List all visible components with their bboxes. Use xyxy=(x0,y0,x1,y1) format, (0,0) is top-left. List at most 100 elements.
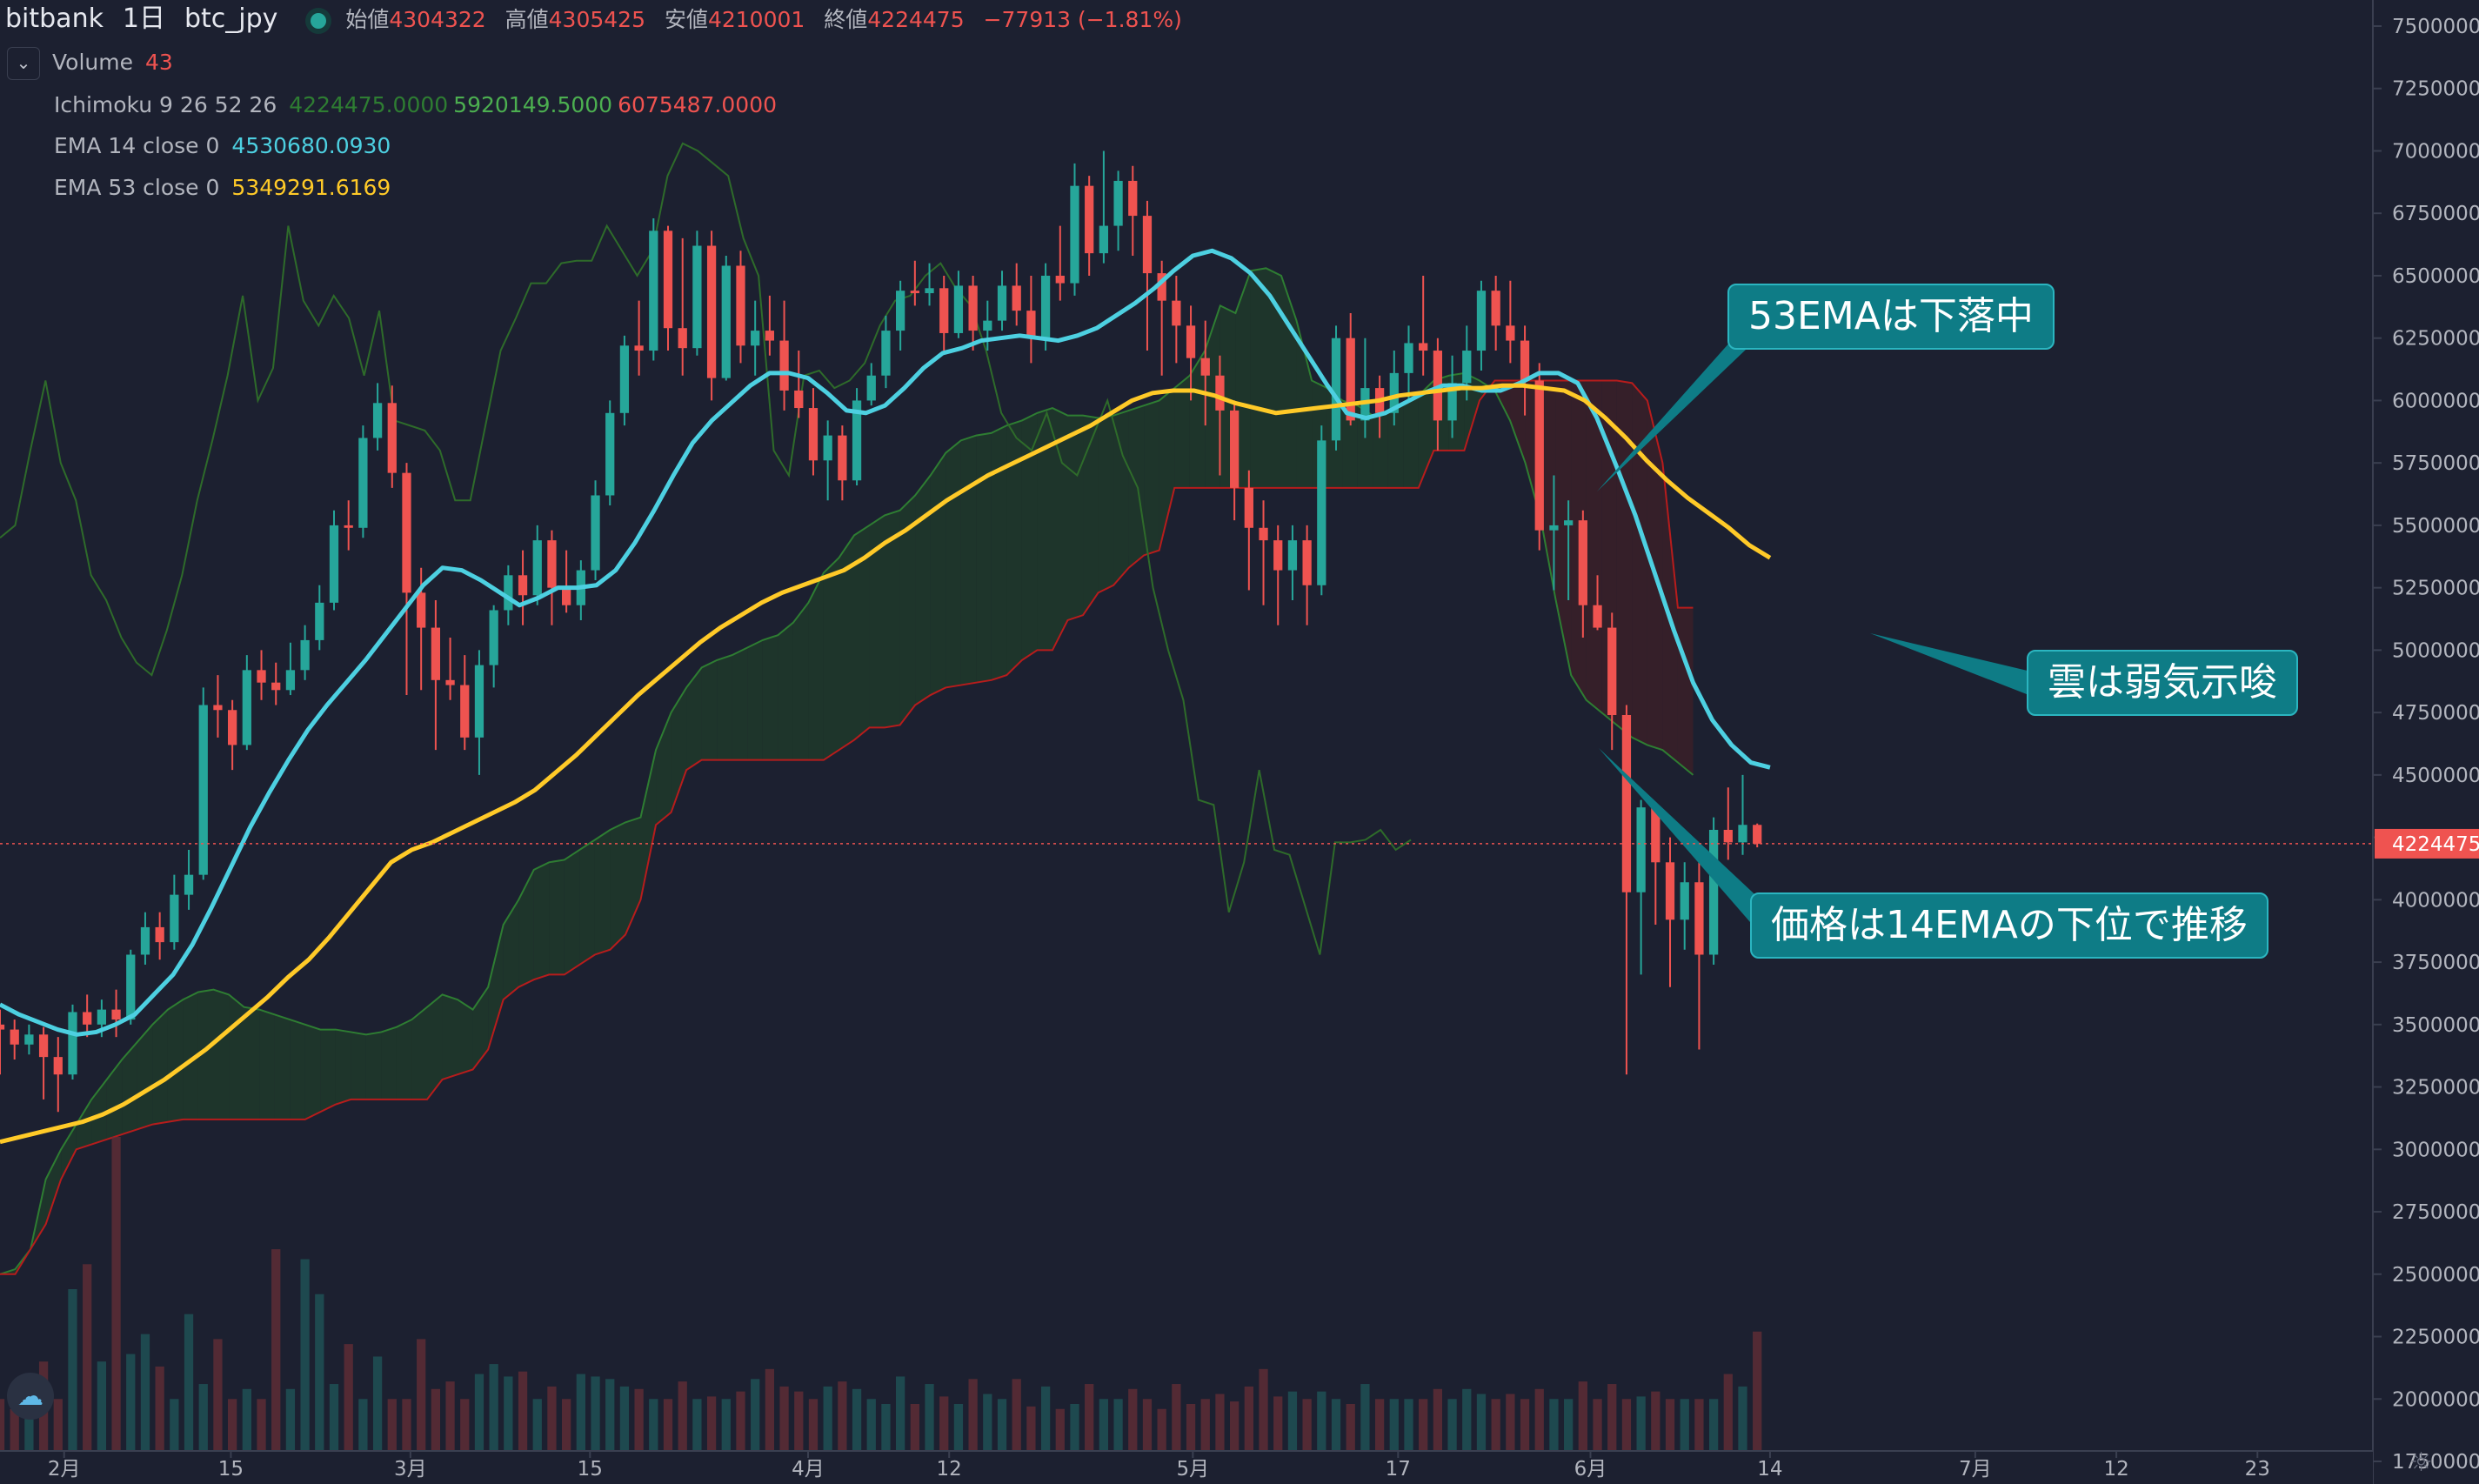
cloud-segment xyxy=(427,994,443,1100)
price-tick-label: 3500000 xyxy=(2392,1014,2479,1037)
price-tick-label: 4750000 xyxy=(2392,702,2479,725)
cloud-segment xyxy=(701,659,718,760)
interval-label[interactable]: 1日 xyxy=(122,3,166,34)
volume-bar xyxy=(1447,1399,1457,1461)
candle xyxy=(198,687,208,880)
settings-gear-icon[interactable]: ☼ xyxy=(2409,1447,2433,1478)
volume-bar xyxy=(866,1399,876,1461)
cloud-segment xyxy=(671,687,687,812)
candle xyxy=(765,295,775,356)
candle xyxy=(504,565,513,625)
collapse-legend-chevron-icon[interactable]: ⌄ xyxy=(7,47,40,80)
cloud-segment xyxy=(458,999,473,1075)
candle-body xyxy=(53,1057,63,1075)
low-value: 4210001 xyxy=(707,7,805,32)
candle xyxy=(1753,823,1762,848)
volume-bar xyxy=(896,1376,905,1461)
candle xyxy=(736,251,745,364)
volume-bar xyxy=(649,1399,658,1461)
price-tick-label: 5500000 xyxy=(2392,515,2479,538)
candle xyxy=(547,530,557,625)
candle-body xyxy=(358,438,368,528)
cloud-segment xyxy=(1037,408,1052,651)
candle xyxy=(925,263,934,306)
candle-body xyxy=(852,400,862,481)
candle-body xyxy=(1026,311,1036,338)
cloud-segment xyxy=(792,602,809,760)
cloud-segment xyxy=(442,994,458,1080)
symbol-name[interactable]: btc_jpy xyxy=(184,3,278,34)
volume-bar xyxy=(619,1386,630,1461)
volume-bar xyxy=(213,1339,223,1461)
candle-body xyxy=(242,670,251,745)
candle-body xyxy=(649,231,658,351)
candle-body xyxy=(126,954,136,1020)
cloud-segment xyxy=(167,999,184,1122)
candle-body xyxy=(24,1034,34,1045)
volume-bar xyxy=(68,1289,77,1461)
price-tick-label: 5250000 xyxy=(2392,578,2479,600)
candle-body xyxy=(38,1034,49,1058)
low-label: 安値 xyxy=(664,7,708,32)
candle-body xyxy=(1404,343,1413,373)
candle-body xyxy=(504,575,513,611)
volume-bar xyxy=(1723,1374,1733,1461)
price-tick-label: 2250000 xyxy=(2392,1327,2479,1349)
candle xyxy=(445,638,455,700)
candle-body xyxy=(1491,291,1500,326)
volume-bar xyxy=(765,1368,775,1461)
high-label: 高値 xyxy=(504,7,549,32)
candle-body xyxy=(1070,185,1079,284)
volume-bar xyxy=(1259,1368,1268,1461)
cloud-segment xyxy=(1083,415,1099,616)
candle-body xyxy=(372,403,383,438)
volume-bar xyxy=(692,1399,702,1461)
cloud-segment xyxy=(183,992,198,1120)
cloud-segment xyxy=(304,1024,321,1120)
candle xyxy=(285,642,296,696)
volume-label[interactable]: Volume xyxy=(52,50,133,75)
candle xyxy=(1549,475,1559,591)
cloud-segment xyxy=(137,1024,153,1130)
cloud-segment xyxy=(213,989,230,1120)
price-note[interactable]: 価格は14EMAの下位で推移 xyxy=(1750,892,2269,959)
volume-bar xyxy=(184,1314,194,1461)
cloud-segment xyxy=(732,647,748,760)
price-tick-label: 1750000 xyxy=(2392,1451,2479,1474)
candle xyxy=(518,550,528,625)
exchange-name[interactable]: bitbank xyxy=(5,3,104,34)
candle xyxy=(184,849,194,910)
cloud-segment xyxy=(1250,268,1266,488)
cloud-segment xyxy=(503,899,519,1000)
volume-bar xyxy=(1287,1391,1298,1461)
ema14-label[interactable]: EMA 14 close 0 xyxy=(54,133,220,158)
candle xyxy=(111,989,121,1038)
ema53-label[interactable]: EMA 53 close 0 xyxy=(54,175,220,200)
candle xyxy=(315,585,324,651)
candle xyxy=(1244,470,1253,591)
candle xyxy=(329,510,339,611)
candle xyxy=(155,912,164,960)
open-label: 始値 xyxy=(345,7,390,32)
volume-bar xyxy=(387,1399,397,1461)
candle xyxy=(1200,320,1210,426)
candle xyxy=(344,500,353,551)
cloud-note[interactable]: 雲は弱気示唆 xyxy=(2027,650,2298,716)
candle xyxy=(402,463,411,696)
candle xyxy=(227,699,237,771)
candle xyxy=(1040,263,1051,351)
volume-bar xyxy=(518,1371,528,1461)
cloud-segment xyxy=(472,986,489,1070)
cloud-segment xyxy=(1235,271,1251,488)
volume-bar xyxy=(1476,1394,1487,1461)
ema53-note[interactable]: 53EMAは下落中 xyxy=(1727,284,2055,350)
candle xyxy=(808,388,819,476)
time-tick-label: 2月 xyxy=(48,1458,81,1481)
candle xyxy=(271,662,281,705)
cloud-segment xyxy=(625,817,641,935)
candle-body xyxy=(910,291,919,294)
candle-body xyxy=(1157,273,1166,301)
ichimoku-label[interactable]: Ichimoku 9 26 52 26 xyxy=(54,92,277,117)
tradingview-logo-icon[interactable]: ☁ xyxy=(7,1373,54,1420)
